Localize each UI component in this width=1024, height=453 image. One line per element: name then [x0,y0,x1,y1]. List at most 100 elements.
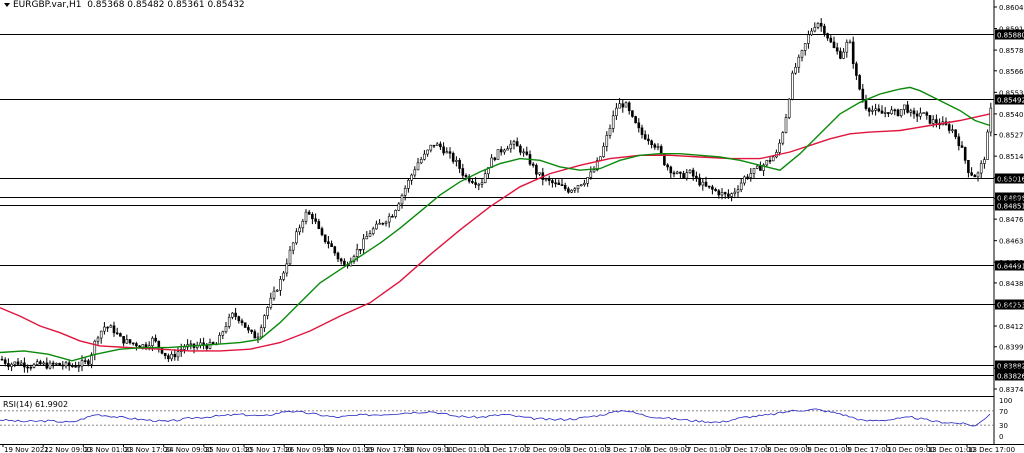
price-candle [435,143,439,146]
price-candle [0,358,4,361]
price-candle [595,160,599,171]
price-candle [67,362,71,367]
price-candle [378,222,381,225]
price-candle [87,360,90,365]
price-candle [109,325,113,328]
price-candle [762,164,765,171]
level-price-label: 0.84896 [997,195,1024,203]
price-candle [400,194,404,205]
price-candle [224,326,228,333]
price-candle [589,171,593,178]
price-candle [797,56,801,68]
price-candle [554,182,557,185]
price-candle [928,115,932,124]
time-tick-label: 13 Dec 17:00 [968,446,1015,453]
price-tick-label: 0.84635 [999,238,1024,246]
price-candle [688,169,692,174]
price-candle [522,151,525,154]
price-candle [51,362,55,365]
symbol-label: EURGBP.var,H1 [13,0,82,10]
price-candle [509,143,513,149]
price-candle [871,110,874,112]
price-candle [263,315,266,328]
price-candle [243,322,247,328]
price-candle [803,43,807,51]
price-tick-label: 0.85275 [999,132,1024,140]
price-candle [717,190,721,196]
price-candle [765,160,769,166]
price-candle [608,128,612,136]
price-candle [967,160,970,173]
price-candle [816,23,820,28]
price-candle [877,108,881,112]
price-candle [394,210,397,217]
price-candle [666,164,669,168]
price-candle [29,366,33,369]
price-candle [592,169,596,173]
price-candle [375,223,378,230]
price-candle [307,211,311,215]
price-candle [365,236,369,240]
time-tick-label: 9 Dec 17:00 [848,446,891,453]
price-candle [698,177,701,186]
time-tick-label: 29 Nov 17:00 [366,446,413,453]
price-candle [682,173,685,179]
price-candle [240,320,244,324]
level-price-tag [995,299,1024,310]
price-candle [74,365,77,368]
price-candle [259,327,263,338]
price-candle [99,330,103,339]
price-candle [832,41,836,48]
price-candle [323,234,327,243]
level-price-label: 0.85492 [997,97,1024,105]
rsi-label: RSI(14) 61.9902 [3,400,69,409]
time-tick-label: 2 Dec 09:00 [526,446,569,453]
price-candle [391,215,394,218]
level-price-tag [995,29,1024,40]
price-candle [535,164,538,175]
price-candle [720,192,724,196]
price-candle [784,117,788,133]
price-candle [749,173,753,178]
price-candle [746,176,749,179]
price-candle [119,333,122,337]
price-candle [234,312,237,317]
time-tick-label: 3 Dec 01:00 [566,446,609,453]
price-candle [311,214,314,220]
price-candle [656,146,660,148]
price-candle [611,115,615,129]
level-price-tag [995,94,1024,105]
price-candle [647,138,650,142]
price-candle [96,337,100,342]
price-candle [135,343,138,347]
price-candle [35,361,39,365]
level-price-label: 0.85880 [997,32,1024,40]
price-candle [288,249,292,265]
price-candle [714,189,717,192]
price-candle [455,159,458,162]
price-candle [451,152,455,162]
price-candle [819,23,823,27]
price-candle [499,149,503,153]
price-candle [173,354,177,358]
price-candle [755,165,759,169]
price-candle [410,174,413,181]
price-candle [106,326,109,329]
ohlc-readout: 0.85368 0.85482 0.85361 0.85432 [87,0,245,10]
price-candle [807,34,810,44]
time-tick-label: 3 Dec 17:00 [607,446,650,453]
level-price-tag [995,370,1024,381]
price-candle [791,72,794,100]
price-candle [397,203,401,211]
price-candle [586,177,589,184]
price-candle [61,364,65,367]
price-candle [26,366,29,369]
chevron-down-icon[interactable] [4,2,10,7]
price-candle [976,172,980,178]
price-candle [560,184,564,186]
price-candle [957,136,961,147]
price-candle [931,119,935,124]
